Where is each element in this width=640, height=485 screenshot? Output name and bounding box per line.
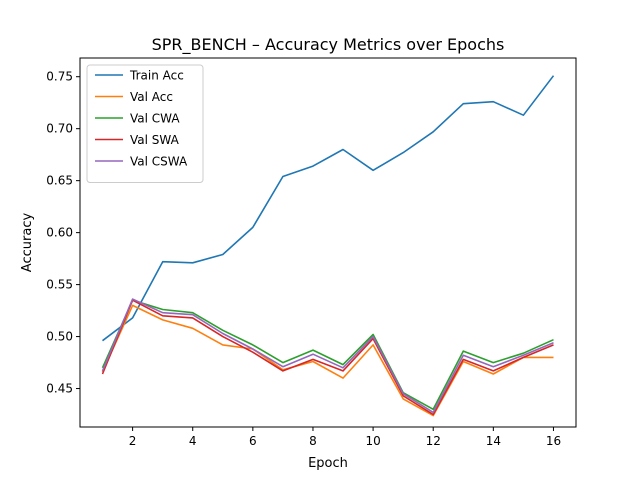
series-line-val-cswa [101,298,554,414]
x-tick-label: 2 [129,434,137,448]
x-tick-label: 6 [249,434,257,448]
x-tick-label: 14 [486,434,501,448]
legend: Train Acc Val Acc Val CWA Val SWA Val CSWA [86,64,204,183]
y-axis-label: Accuracy [20,213,35,273]
legend-label: Val Acc [130,90,173,104]
x-tick-label: 12 [426,434,441,448]
x-tick-label: 4 [189,434,197,448]
y-tick-label: 0.45 [46,382,73,396]
series-line-val-acc [101,304,554,417]
legend-label: Val SWA [130,133,180,147]
x-tick-label: 16 [546,434,561,448]
series-line-val-cwa [101,299,554,411]
y-tick-label: 0.70 [46,122,73,136]
plot-frame [79,57,577,428]
x-axis-label: Epoch [308,456,348,471]
y-tick-label: 0.60 [46,226,73,240]
chart-title: SPR_BENCH – Accuracy Metrics over Epochs [152,35,505,55]
series-line-val-swa [101,299,554,416]
y-tick-label: 0.55 [46,278,73,292]
legend-label: Train Acc [129,69,184,83]
x-tick-label: 8 [309,434,317,448]
legend-label: Val CWA [130,112,180,126]
series-layer [101,75,555,417]
y-tick-label: 0.50 [46,330,73,344]
x-tick-label: 10 [365,434,380,448]
legend-box [86,64,204,183]
y-tick-label: 0.75 [46,70,73,84]
y-tick-label: 0.65 [46,174,73,188]
legend-label: Val CSWA [130,155,188,169]
series-line-train-acc [102,75,555,342]
axes-layer: 2 4 6 8 10 12 14 16 0.45 0.50 0.55 0.60 0.65 0.70 0.75 [46,70,561,448]
